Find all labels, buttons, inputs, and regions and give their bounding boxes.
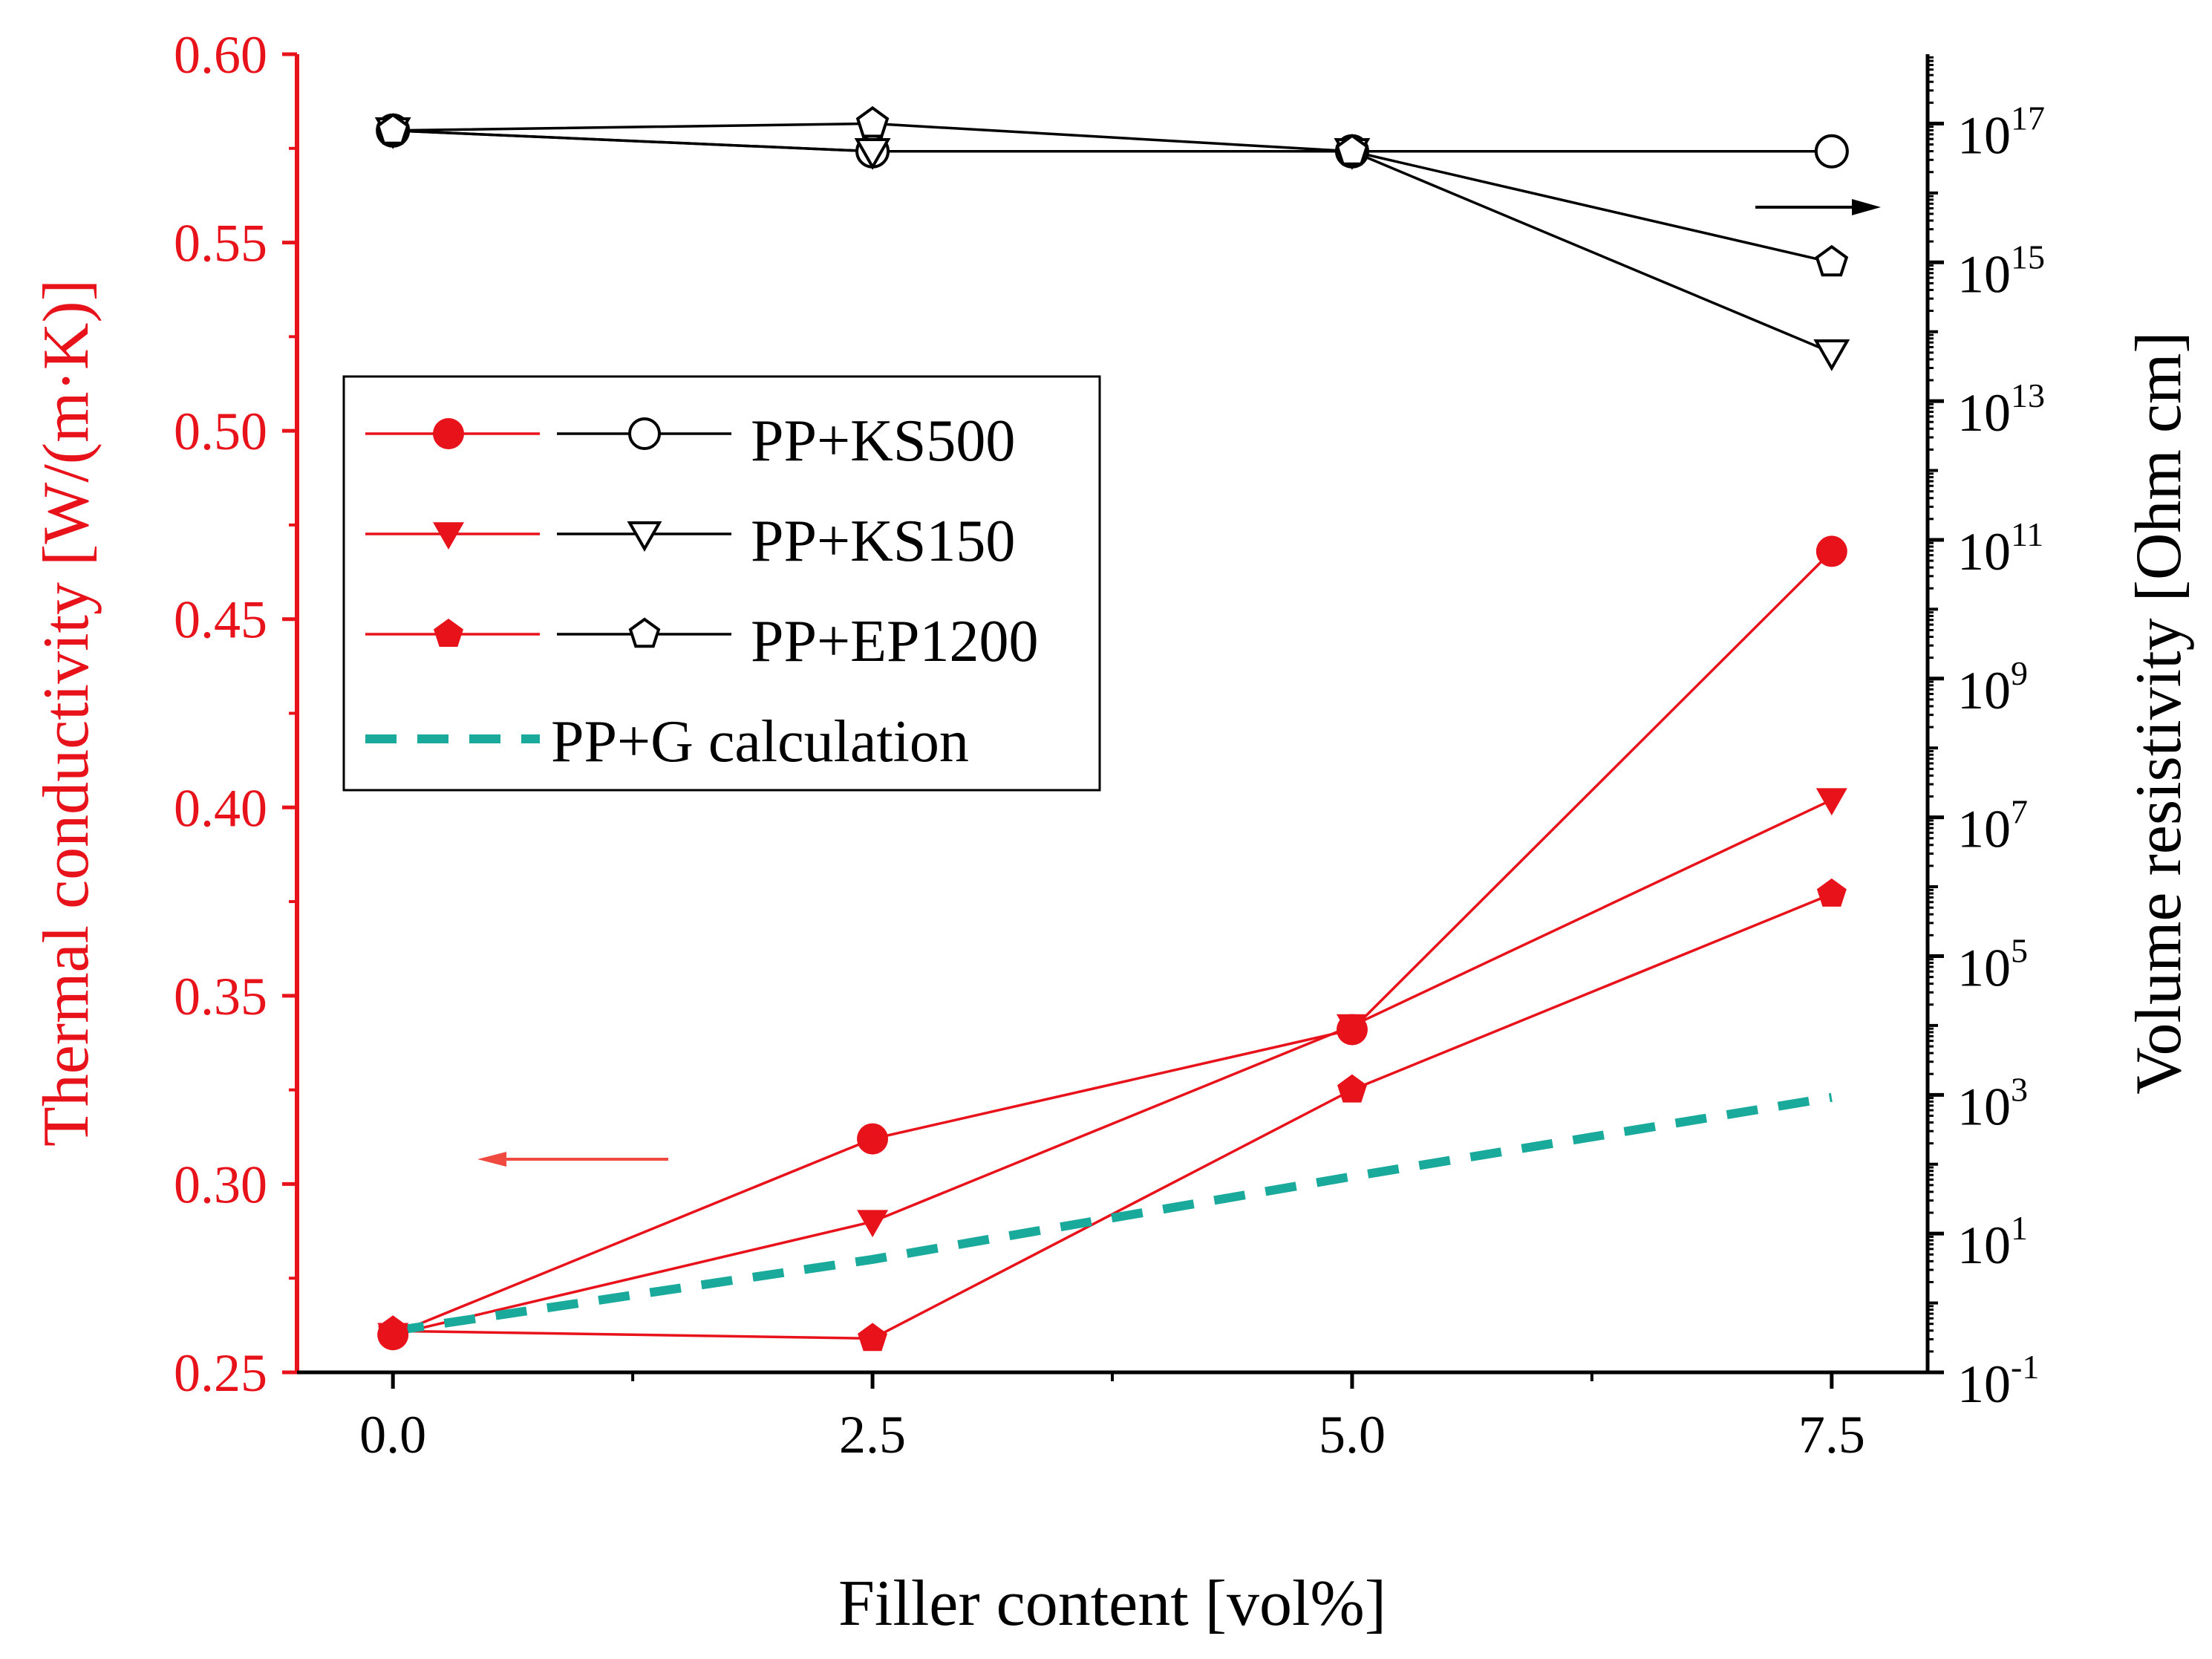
legend-marker-filled-pp-ks150 [433,522,464,550]
right-tick-label: 10-1 [1957,1348,2039,1414]
data-point-pp-ep1200-conductivity [378,1315,408,1344]
right-tick-label: 109 [1957,654,2028,720]
right-tick-label: 1015 [1957,238,2045,304]
right-axis-arrow [1755,199,1881,215]
legend-label-ks500: PP+KS500 [751,408,1015,474]
right-tick-label: 105 [1957,931,2028,997]
x-axis-title: Filler content [vol%] [838,1568,1386,1640]
left-tick-label: 0.30 [174,1155,267,1214]
left-tick-label: 0.45 [174,590,267,650]
legend-samples [365,417,731,743]
left-tick-label: 0.60 [174,25,267,85]
marker-layer [374,105,1850,1352]
left-tick-label: 0.50 [174,402,267,461]
bottom-tick-label: 5.0 [1319,1405,1386,1464]
legend-marker-open-pp-ks150 [627,521,662,553]
legend-label-ks150: PP+KS150 [751,509,1015,574]
right-tick-label: 1011 [1957,515,2043,581]
right-axis-title: Volume resistivity [Ohm cm] [2123,331,2195,1094]
series-line-pp-ks500-conductivity [392,550,1833,1336]
series-line-pp-ep1200-resistivity [393,122,1833,264]
left-tick-label: 0.35 [174,967,267,1026]
right-tick-label: 103 [1957,1070,2028,1136]
series-line-pp-ks150-conductivity [392,798,1833,1337]
legend-marker-filled-pp-ks500 [433,418,464,449]
legend-marker-filled-pp-ep1200 [434,619,463,647]
axis-ticks: 0.25 0.30 0.35 0.40 0.45 0.50 0.55 0.60 0.0 2.5 5.… [174,25,2045,1464]
data-point-pp-ep1200-resistivity [855,105,890,138]
data-point-pp-ep1200-conductivity [1337,1074,1367,1103]
right-tick-label: 1017 [1957,99,2045,165]
right-tick-label: 107 [1957,793,2028,859]
data-point-pp-ep1200-resistivity [1335,134,1369,166]
bottom-tick-label: 7.5 [1798,1405,1865,1464]
data-point-pp-ks150-conductivity [1815,788,1847,816]
legend-box [342,375,1101,792]
left-axis-title: Thermal conductivity [W/(m·K)] [30,279,102,1147]
right-tick-label: 1013 [1957,377,2045,443]
series-line-pp-g-calculation-conductivity [392,1092,1833,1336]
left-tick-label: 0.55 [174,214,267,273]
data-point-pp-ks500-resistivity [1814,134,1849,169]
data-point-pp-ks500-conductivity [857,1123,889,1155]
data-point-pp-ep1200-resistivity [1815,244,1849,277]
data-point-pp-ks500-conductivity [1815,535,1847,567]
legend: PP+KS500 PP+KS150 PP+EP1200 PP+G calcula… [342,375,1101,792]
left-axis-arrow [477,1152,668,1167]
data-point-pp-ep1200-conductivity [1816,878,1847,907]
bottom-tick-label: 0.0 [359,1405,426,1464]
series-line-pp-ep1200-conductivity [393,893,1833,1340]
left-tick-label: 0.40 [174,778,267,838]
legend-label-ep1200: PP+EP1200 [751,609,1038,674]
data-point-pp-ks150-conductivity [857,1210,889,1238]
data-point-pp-ks150-conductivity [1336,1014,1368,1042]
data-point-pp-ks150-resistivity [854,138,891,170]
series-line-pp-ks150-resistivity [393,129,1833,354]
legend-label-ppg-calculation: PP+G calculation [551,709,969,775]
right-tick-label: 101 [1957,1209,2028,1275]
series-layer [392,122,1833,1340]
data-point-pp-ep1200-conductivity [858,1323,887,1352]
data-point-pp-ks150-resistivity [1813,339,1850,371]
legend-marker-open-pp-ep1200 [628,617,661,648]
legend-marker-open-pp-ks500 [628,417,661,450]
bottom-tick-label: 2.5 [839,1405,906,1464]
data-point-pp-ep1200-resistivity [376,113,410,145]
left-tick-label: 0.25 [174,1343,267,1403]
